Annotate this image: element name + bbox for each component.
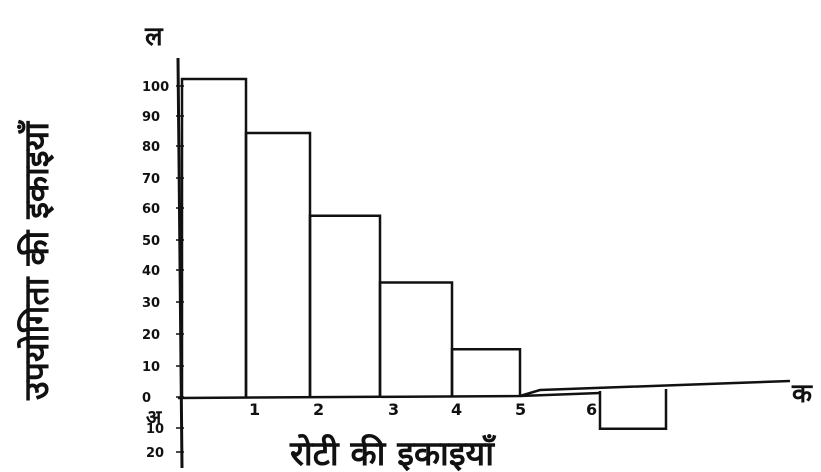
y-tick-label: 80 [142,140,160,155]
x-tick-label: 5 [515,400,526,419]
origin-label: अ [146,405,162,429]
x-tick-label: 3 [388,400,399,419]
bar-6 [519,391,601,398]
bar-2 [244,131,312,397]
y-axis-line [176,57,184,469]
y-tick-label: 100 [142,80,169,95]
y-tick-label: 70 [142,172,160,187]
y-tick-label: 10 [142,360,160,375]
y-axis-title: उपयोगिता की इकाइयाँ [16,119,57,401]
y-tick-label: 20 [142,328,160,343]
y-tick-label: 60 [142,202,160,217]
x-tick-label: 6 [586,400,597,419]
y-tick-label: 10 [146,422,164,437]
y-tick-label: 90 [142,110,160,125]
x-tick-label: 1 [249,400,260,419]
x-axis-title: रोटी की इकाइयाँ [289,433,497,472]
bar-4 [378,281,454,397]
y-axis-end-label: ल [144,22,164,52]
x-tick-label: 4 [451,400,462,419]
x-tick-label: 2 [313,400,324,419]
bar-5 [450,348,522,397]
bars-group [180,77,668,431]
y-tick-label: 30 [142,296,160,311]
bar-7 [598,389,668,431]
y-tick-label: 20 [146,446,164,461]
y-tick-label: 0 [142,391,151,406]
bar-3 [308,214,382,397]
y-tick-label: 50 [142,234,160,249]
x-axis-end-label: क [791,379,813,409]
bar-1 [180,77,248,397]
y-tick-label: 40 [142,264,160,279]
axes-group [176,57,791,469]
x-axis-line [177,379,791,400]
x-ticks-group: 1 2 3 4 5 6 [249,400,597,419]
